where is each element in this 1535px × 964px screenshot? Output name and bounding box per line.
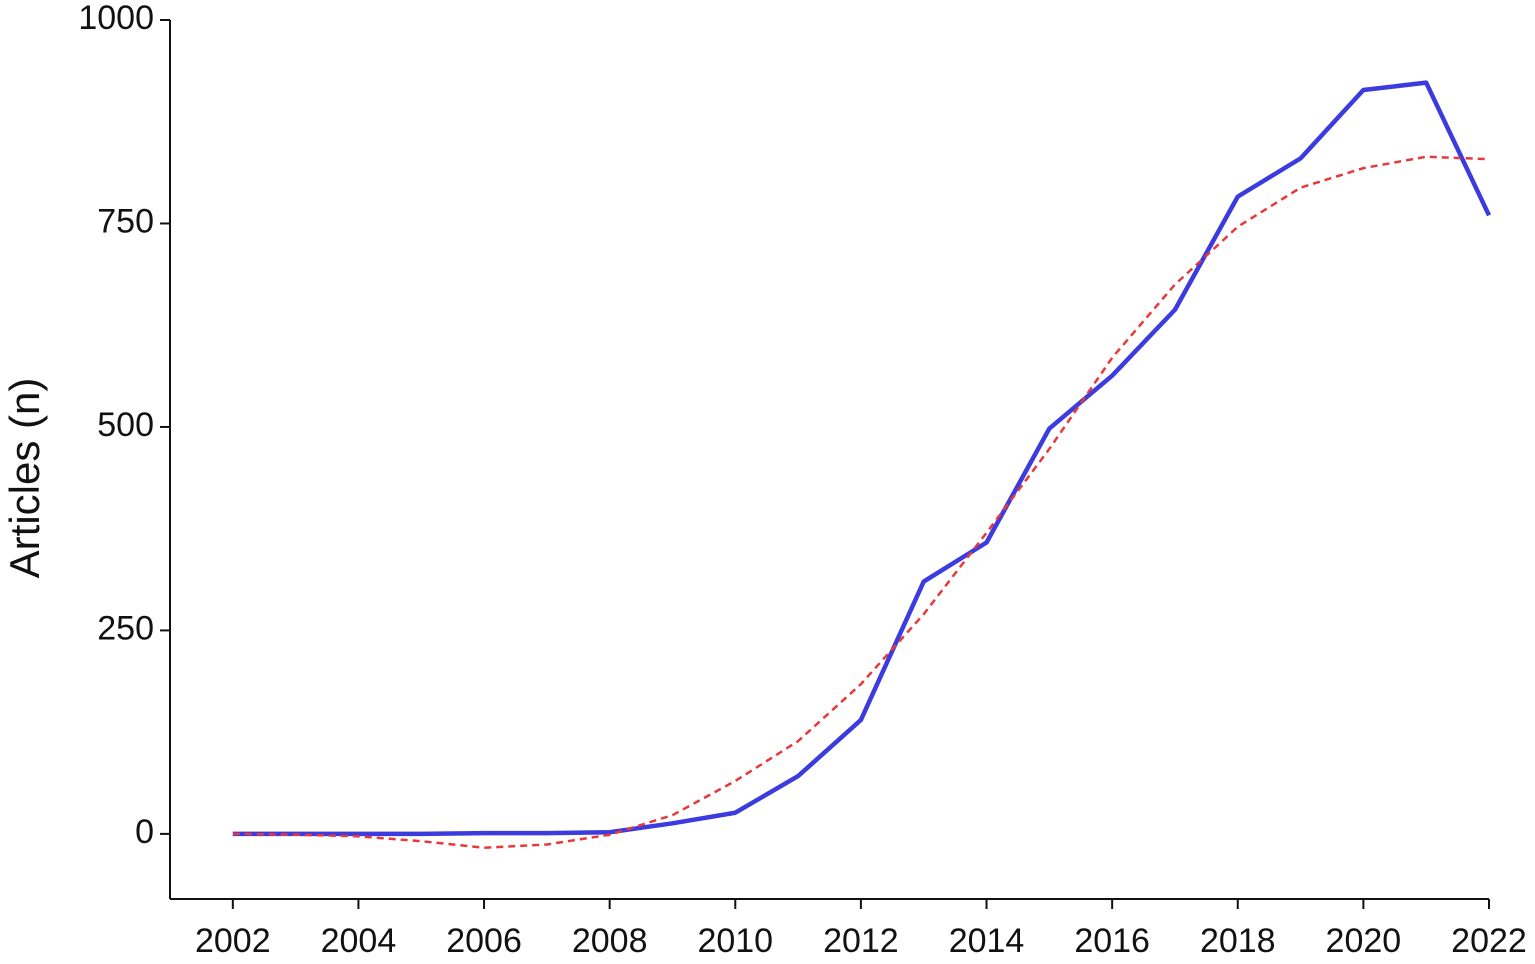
x-tick-label: 2002 bbox=[195, 922, 271, 960]
y-tick-label: 1000 bbox=[78, 0, 154, 37]
x-tick-label: 2008 bbox=[572, 922, 648, 960]
x-tick-label: 2020 bbox=[1326, 922, 1402, 960]
x-tick-label: 2022 bbox=[1451, 922, 1527, 960]
x-tick-label: 2018 bbox=[1200, 922, 1276, 960]
series-line bbox=[232, 80, 1492, 837]
x-tick-label: 2016 bbox=[1074, 922, 1150, 960]
y-tick-label: 0 bbox=[135, 813, 154, 851]
y-axis-label: Articles (n) bbox=[1, 378, 48, 579]
y-tick-label: 250 bbox=[97, 609, 154, 647]
x-tick-label: 2012 bbox=[823, 922, 899, 960]
y-tick-label: 750 bbox=[97, 202, 154, 240]
y-tick-label: 500 bbox=[97, 406, 154, 444]
x-tick-label: 2014 bbox=[949, 922, 1025, 960]
x-tick-label: 2010 bbox=[697, 922, 773, 960]
x-tick-label: 2004 bbox=[321, 922, 397, 960]
series-line bbox=[232, 155, 1490, 849]
x-tick-label: 2006 bbox=[446, 922, 522, 960]
